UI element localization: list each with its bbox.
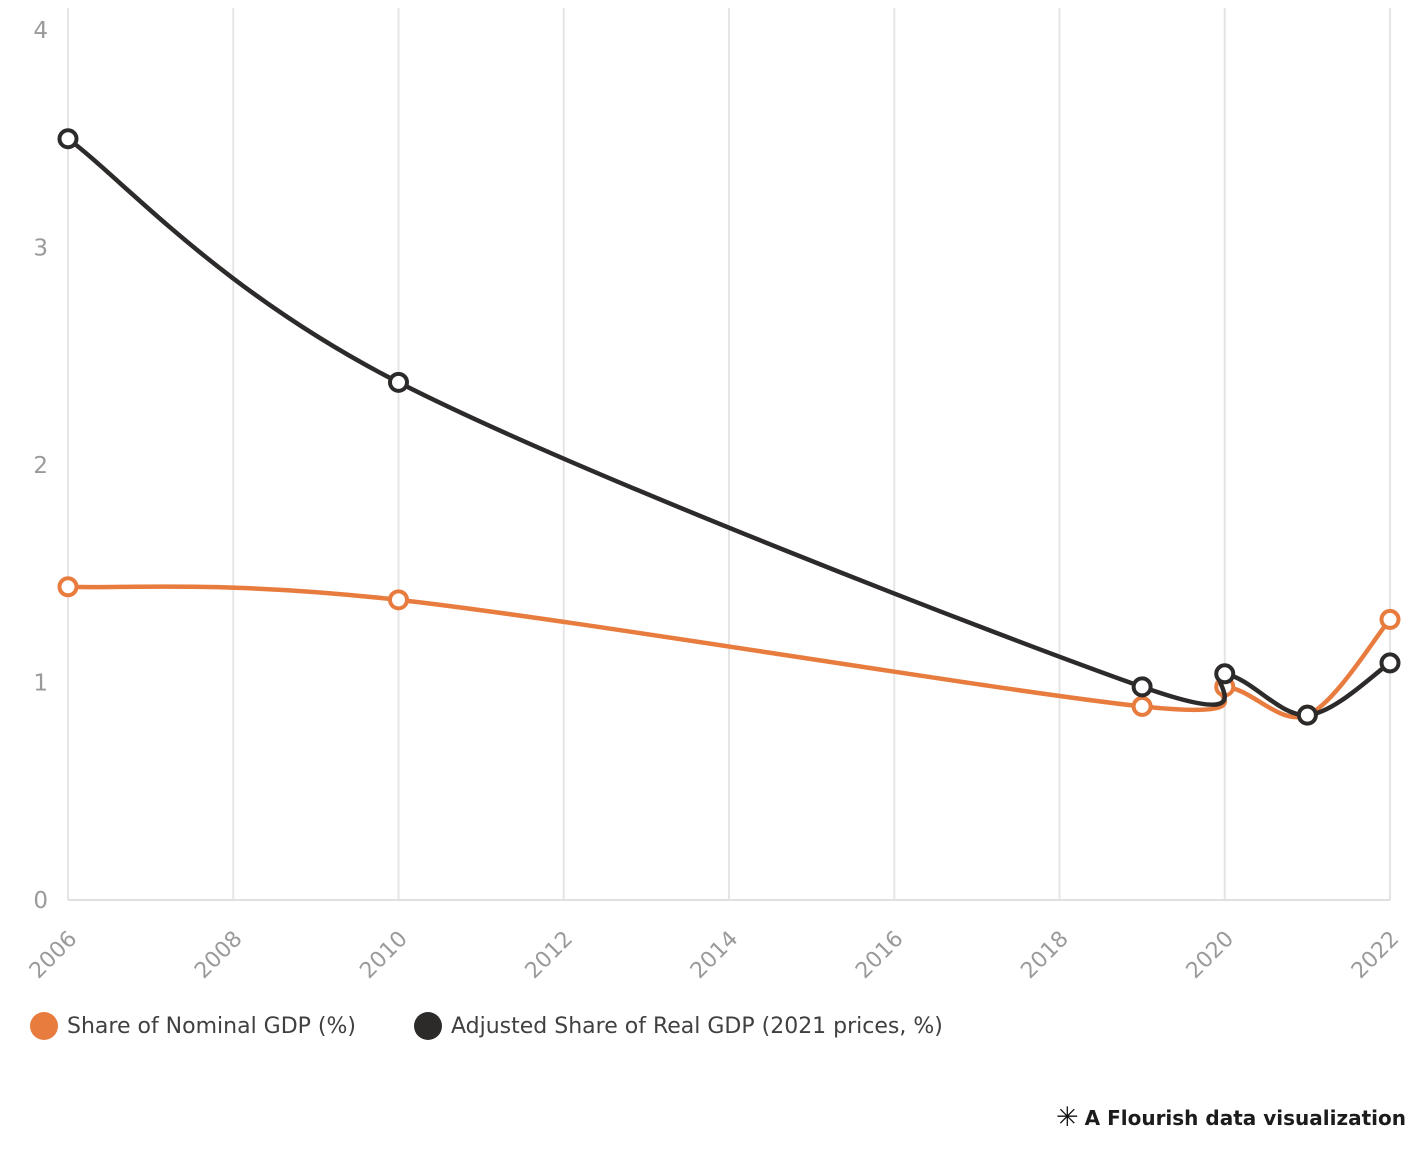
marker-adjusted-share-of-real-gdp-2021-prices-2020[interactable] <box>1214 663 1236 685</box>
x-tick-label-2010: 2010 <box>355 927 412 984</box>
x-tick-label-2014: 2014 <box>686 927 743 984</box>
x-tick-label-2018: 2018 <box>1016 927 1073 984</box>
y-tick-label-0: 0 <box>33 888 48 914</box>
marker-share-of-nominal-gdp-2010[interactable] <box>388 589 409 611</box>
marker-adjusted-share-of-real-gdp-2021-prices-2010[interactable] <box>388 371 409 393</box>
attribution-text: A Flourish data visualization <box>1084 1105 1406 1130</box>
x-tick-label-2022: 2022 <box>1347 927 1404 984</box>
y-tick-label-4: 4 <box>33 18 48 44</box>
y-tick-label-3: 3 <box>33 236 48 262</box>
flourish-logo-icon: ✳ <box>1056 1102 1079 1133</box>
line-adjusted-share-of-real-gdp-2021-prices <box>65 136 1393 718</box>
legend-swatch-orange-icon <box>30 1012 58 1040</box>
y-tick-label-2: 2 <box>33 453 48 479</box>
x-tick-label-2020: 2020 <box>1182 927 1239 984</box>
x-tick-label-2006: 2006 <box>25 927 82 984</box>
legend: Share of Nominal GDP (%) Adjusted Share … <box>30 1012 943 1040</box>
legend-label-nominal-gdp: Share of Nominal GDP (%) <box>67 1013 356 1039</box>
legend-swatch-black-icon <box>414 1012 442 1040</box>
chart-canvas: 2006 2008 2010 2012 2014 2016 2018 2020 2022 0 1 2 3… <box>25 8 1404 984</box>
marker-share-of-nominal-gdp-2006[interactable] <box>57 576 79 598</box>
y-tick-label-1: 1 <box>33 671 48 697</box>
marker-adjusted-share-of-real-gdp-2021-prices-2006[interactable] <box>57 128 79 150</box>
marker-adjusted-share-of-real-gdp-2021-prices-2022[interactable] <box>1379 652 1401 674</box>
marker-share-of-nominal-gdp-2019[interactable] <box>1131 695 1153 717</box>
marker-share-of-nominal-gdp-2022[interactable] <box>1379 608 1401 630</box>
legend-label-real-gdp: Adjusted Share of Real GDP (2021 prices,… <box>451 1013 943 1039</box>
flourish-attribution[interactable]: ✳ A Flourish data visualization <box>1056 1104 1406 1131</box>
x-tick-label-2012: 2012 <box>521 927 578 984</box>
legend-item-nominal-gdp[interactable]: Share of Nominal GDP (%) <box>30 1012 356 1040</box>
marker-adjusted-share-of-real-gdp-2021-prices-2021[interactable] <box>1296 704 1318 726</box>
x-tick-label-2008: 2008 <box>190 927 247 984</box>
legend-item-real-gdp[interactable]: Adjusted Share of Real GDP (2021 prices,… <box>414 1012 943 1040</box>
marker-adjusted-share-of-real-gdp-2021-prices-2019[interactable] <box>1131 676 1153 698</box>
x-tick-label-2016: 2016 <box>851 927 908 984</box>
